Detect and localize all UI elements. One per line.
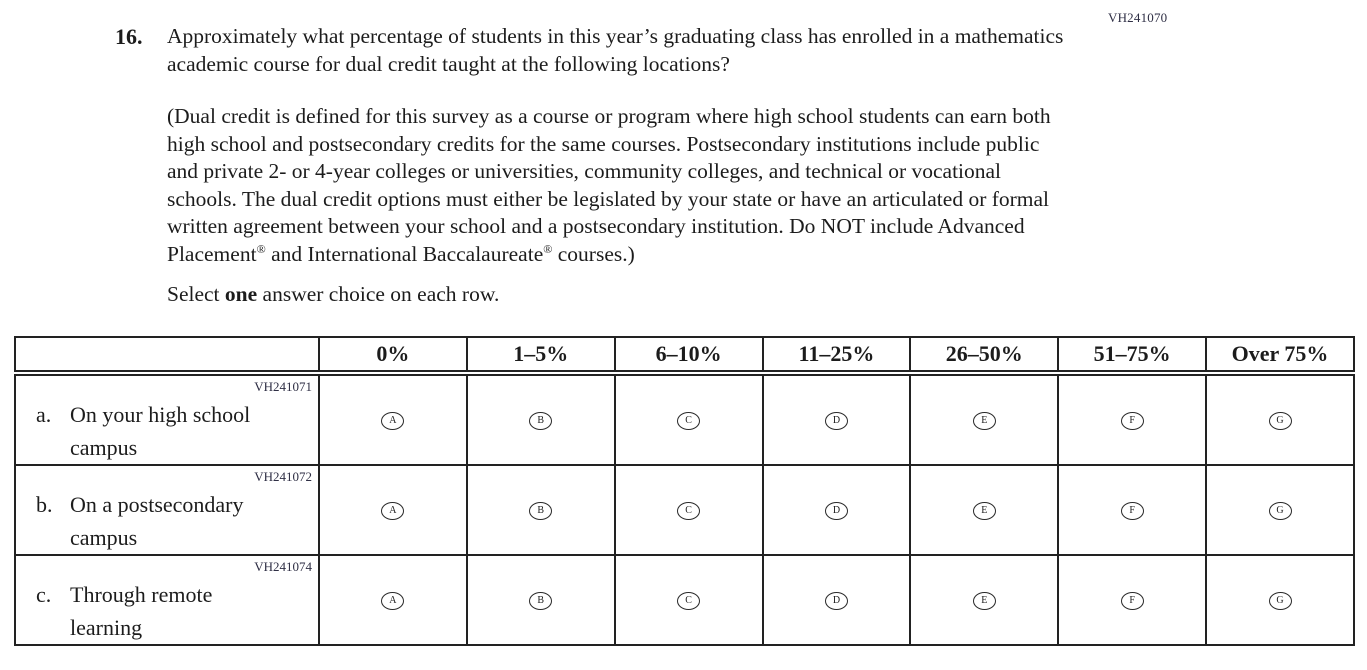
answer-bubble-c-G[interactable]: G bbox=[1268, 591, 1292, 610]
row-c-item-code: VH241074 bbox=[254, 558, 312, 574]
header-empty-cell bbox=[14, 335, 320, 376]
column-header-6-10pct: 6–10% bbox=[613, 335, 764, 376]
row-c-letter: c. bbox=[36, 581, 52, 607]
definition-text-part1: (Dual credit is defined for this survey … bbox=[167, 104, 1051, 266]
question-block: 16. Approximately what percentage of stu… bbox=[115, 0, 1367, 309]
definition-text-part3: courses.) bbox=[552, 241, 635, 266]
row-a-cell-51-75pct: F bbox=[1057, 371, 1208, 466]
column-header-0pct: 0% bbox=[318, 335, 468, 376]
answer-bubble-a-G[interactable]: G bbox=[1268, 411, 1292, 430]
header-row: 0% 1–5% 6–10% 11–25% 26–50% 51–75% Over … bbox=[14, 335, 1355, 376]
column-header-11-25pct: 11–25% bbox=[761, 335, 912, 376]
column-header-26-50pct: 26–50% bbox=[909, 335, 1060, 376]
row-c-label: c. Through remote learning bbox=[36, 578, 318, 644]
answer-bubble-a-B[interactable]: B bbox=[529, 411, 553, 430]
table-row-c: VH241074 c. Through remote learning A B … bbox=[14, 553, 1355, 646]
instruction-bold-word: one bbox=[224, 282, 258, 306]
row-c-cell-11-25pct: D bbox=[761, 553, 912, 646]
row-b-cell-6-10pct: C bbox=[613, 463, 764, 556]
row-a-cell-6-10pct: C bbox=[613, 371, 764, 466]
row-a-cell-over-75pct: G bbox=[1205, 371, 1355, 466]
form-code: VH241070 bbox=[1108, 10, 1168, 25]
row-b-cell-51-75pct: F bbox=[1057, 463, 1208, 556]
answer-bubble-c-F[interactable]: F bbox=[1120, 591, 1144, 610]
row-c-cell-6-10pct: C bbox=[613, 553, 764, 646]
row-c-cell-1-5pct: B bbox=[465, 553, 616, 646]
row-b-text: On a postsecondary campus bbox=[70, 491, 244, 550]
row-a-cell-0pct: A bbox=[318, 371, 468, 466]
row-a-cell-11-25pct: D bbox=[761, 371, 912, 466]
row-b-cell-over-75pct: G bbox=[1205, 463, 1355, 556]
row-b-letter: b. bbox=[36, 491, 53, 517]
question-instruction: Select one answer choice on each row. bbox=[167, 281, 1072, 309]
column-header-over-75pct: Over 75% bbox=[1205, 335, 1355, 376]
row-c-cell-51-75pct: F bbox=[1057, 553, 1208, 646]
table-row-a: VH241071 a. On your high school campus A… bbox=[14, 371, 1355, 466]
row-b-cell-26-50pct: E bbox=[909, 463, 1060, 556]
row-b-label-cell: VH241072 b. On a postsecondary campus bbox=[14, 463, 320, 556]
row-a-label-cell: VH241071 a. On your high school campus bbox=[14, 371, 320, 466]
row-b-cell-1-5pct: B bbox=[465, 463, 616, 556]
answer-bubble-c-B[interactable]: B bbox=[529, 591, 553, 610]
answer-bubble-c-C[interactable]: C bbox=[677, 591, 701, 610]
instruction-prefix: Select bbox=[167, 282, 225, 306]
answer-bubble-c-D[interactable]: D bbox=[824, 591, 848, 610]
answer-bubble-a-D[interactable]: D bbox=[824, 411, 848, 430]
registered-mark: ® bbox=[543, 241, 553, 256]
answer-bubble-b-F[interactable]: F bbox=[1120, 501, 1144, 520]
row-a-label: a. On your high school campus bbox=[36, 398, 318, 464]
answer-bubble-b-C[interactable]: C bbox=[677, 501, 701, 520]
row-c-cell-over-75pct: G bbox=[1205, 553, 1355, 646]
table-row-b: VH241072 b. On a postsecondary campus A … bbox=[14, 463, 1355, 556]
column-header-51-75pct: 51–75% bbox=[1057, 335, 1208, 376]
question-number: 16. bbox=[115, 24, 143, 49]
instruction-suffix: answer choice on each row. bbox=[257, 282, 500, 306]
answer-bubble-a-C[interactable]: C bbox=[677, 411, 701, 430]
answer-bubble-c-E[interactable]: E bbox=[972, 591, 996, 610]
definition-text-part2: and International Baccalaureate bbox=[265, 241, 544, 266]
row-b-item-code: VH241072 bbox=[254, 468, 312, 484]
response-grid: 0% 1–5% 6–10% 11–25% 26–50% 51–75% Over … bbox=[14, 335, 1355, 646]
row-b-cell-11-25pct: D bbox=[761, 463, 912, 556]
row-a-text: On your high school campus bbox=[70, 401, 251, 460]
row-c-label-cell: VH241074 c. Through remote learning bbox=[14, 553, 320, 646]
answer-bubble-b-D[interactable]: D bbox=[824, 501, 848, 520]
answer-bubble-a-E[interactable]: E bbox=[972, 411, 996, 430]
row-c-text: Through remote learning bbox=[70, 581, 213, 640]
answer-bubble-a-A[interactable]: A bbox=[381, 411, 405, 430]
row-b-label: b. On a postsecondary campus bbox=[36, 488, 318, 554]
row-a-letter: a. bbox=[36, 401, 52, 427]
column-header-1-5pct: 1–5% bbox=[465, 335, 616, 376]
question-body: Approximately what percentage of student… bbox=[167, 23, 1072, 309]
question-definition: (Dual credit is defined for this survey … bbox=[167, 103, 1072, 268]
answer-bubble-b-A[interactable]: A bbox=[381, 501, 405, 520]
question-text: Approximately what percentage of student… bbox=[167, 24, 1064, 76]
row-a-cell-1-5pct: B bbox=[465, 371, 616, 466]
registered-mark: ® bbox=[256, 241, 266, 256]
answer-bubble-b-B[interactable]: B bbox=[529, 501, 553, 520]
row-c-cell-26-50pct: E bbox=[909, 553, 1060, 646]
row-c-cell-0pct: A bbox=[318, 553, 468, 646]
answer-bubble-c-A[interactable]: A bbox=[381, 591, 405, 610]
row-b-cell-0pct: A bbox=[318, 463, 468, 556]
answer-bubble-b-G[interactable]: G bbox=[1268, 501, 1292, 520]
answer-bubble-b-E[interactable]: E bbox=[972, 501, 996, 520]
answer-bubble-a-F[interactable]: F bbox=[1120, 411, 1144, 430]
row-a-cell-26-50pct: E bbox=[909, 371, 1060, 466]
row-a-item-code: VH241071 bbox=[254, 378, 312, 394]
